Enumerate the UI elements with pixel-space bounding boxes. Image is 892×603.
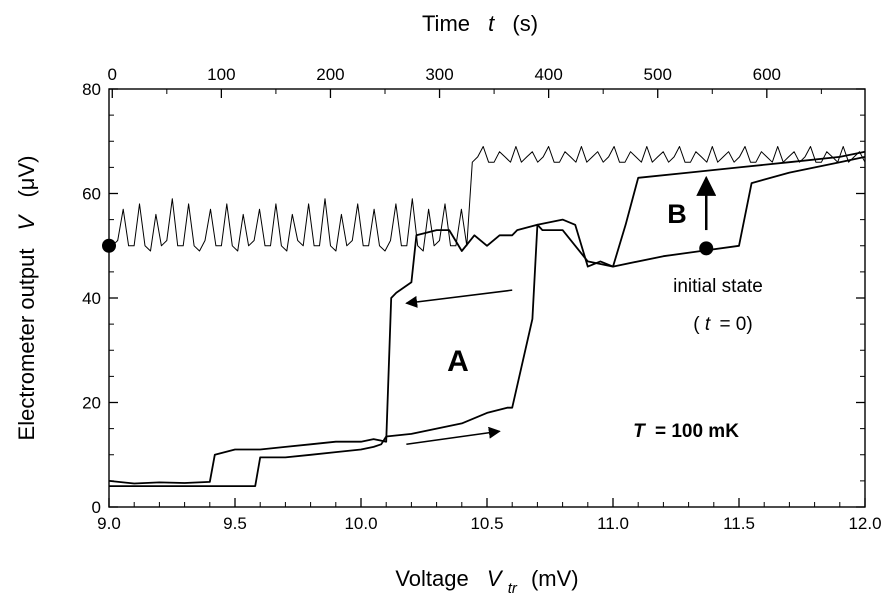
marker-layer	[102, 175, 717, 446]
annotation-b: B	[667, 199, 687, 229]
top-axis-title: Time t (s)	[422, 11, 538, 36]
top-tick-label: 500	[644, 65, 672, 84]
temperature-label: T = 100 mK	[633, 421, 739, 442]
top-tick-label: 600	[753, 65, 781, 84]
x-tick-label: 11.0	[597, 514, 629, 533]
initial-state-time-value: = 0)	[719, 314, 752, 335]
top-tick-label: 0	[108, 65, 117, 84]
x-tick-label: 9.5	[223, 514, 247, 533]
x-axis-title-main: Voltage	[395, 566, 468, 591]
x-axis-title: Voltage V tr (mV)	[395, 566, 578, 598]
y-tick-label: 0	[92, 498, 101, 517]
x-axis-title-subscript: tr	[508, 580, 518, 597]
x-axis-title-unit: (mV)	[531, 566, 579, 591]
y-tick-label: 60	[82, 185, 101, 204]
x-tick-label: 11.5	[723, 514, 755, 533]
annotation-a: A	[447, 345, 469, 378]
initial-state-time-symbol: t	[705, 314, 711, 335]
y-axis-title-symbol: V	[14, 213, 39, 230]
arrow-right-lower	[406, 426, 501, 446]
initial-state-point	[699, 241, 714, 256]
initial-state-paren-open: (	[693, 314, 700, 335]
initial-state-label: initial state	[673, 276, 763, 297]
x-tick-label: 10.0	[344, 514, 377, 533]
top-tick-label: 400	[534, 65, 562, 84]
x-tick-label: 10.5	[470, 514, 503, 533]
ticks	[108, 88, 866, 508]
y-tick-label: 80	[82, 80, 101, 99]
time-zero-point	[102, 238, 116, 253]
tick-labels: 9.0 9.5 10.0 10.5 11.0 11.5 12.00 100 200 300 400 5…	[82, 65, 881, 533]
y-axis-title: Electrometer output V (μV)	[14, 156, 39, 441]
temperature-value: = 100 mK	[655, 421, 739, 442]
initial-state-time-label: ( t = 0)	[693, 314, 752, 335]
x-axis-title-symbol: V	[487, 566, 504, 591]
x-tick-label: 9.0	[97, 514, 121, 533]
series-line-3	[111, 146, 866, 252]
top-tick-label: 100	[207, 65, 235, 84]
series-line-1	[108, 156, 866, 485]
top-tick-label: 300	[425, 65, 453, 84]
series-line-2	[109, 150, 866, 488]
temperature-symbol: T	[633, 421, 646, 442]
y-axis-title-main: Electrometer output	[14, 248, 39, 440]
top-axis-title-unit: (s)	[512, 11, 538, 36]
top-axis-title-main: Time	[422, 11, 470, 36]
y-axis-title-unit: (μV)	[14, 156, 39, 198]
series-layer	[108, 146, 866, 488]
arrow-left-upper	[405, 289, 513, 308]
y-tick-label: 40	[82, 289, 101, 308]
top-axis-title-symbol: t	[488, 11, 495, 36]
y-tick-label: 20	[82, 394, 101, 413]
x-tick-label: 12.0	[848, 514, 881, 533]
top-tick-label: 200	[316, 65, 344, 84]
plot-frame	[108, 88, 866, 508]
